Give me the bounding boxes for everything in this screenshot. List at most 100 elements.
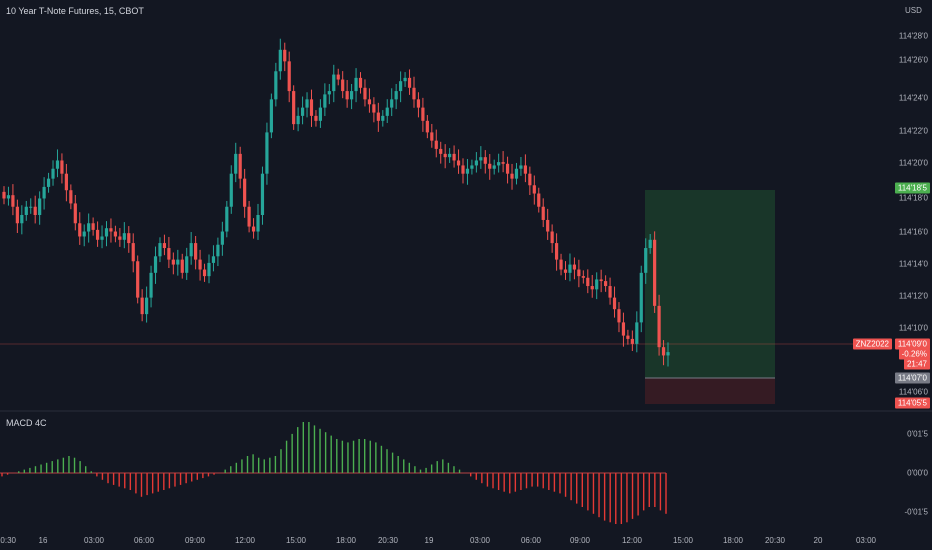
time-axis-label: 03:00 [83, 536, 105, 545]
candle-body [572, 264, 577, 270]
time-axis-label: 03:00 [855, 536, 877, 545]
candle-body [497, 162, 501, 166]
candle-body [20, 215, 24, 224]
candle-body [309, 99, 314, 116]
candle-body [456, 160, 461, 166]
candle-body [510, 173, 514, 179]
time-axis-label: 20:30 [764, 536, 786, 545]
macd-axis-label: -0'01'5 [904, 507, 928, 517]
price-axis-label: 114'12'0 [898, 291, 928, 301]
candle-body [2, 191, 6, 199]
candle-body [162, 243, 167, 249]
candle-body [425, 120, 429, 133]
candle-body [523, 165, 527, 174]
candle-body [314, 115, 318, 121]
candle-body [372, 104, 376, 113]
candle-body [666, 352, 670, 356]
candle-body [234, 153, 238, 174]
candle-body [283, 49, 287, 62]
candle-body [430, 132, 434, 141]
candle-body [617, 309, 621, 323]
candle-body [256, 215, 260, 232]
candle-body [626, 335, 630, 339]
candle-body [327, 91, 331, 95]
candle-body [113, 231, 118, 237]
macd-axis-label: 0'01'5 [907, 429, 928, 439]
price-axis-label: 114'22'0 [898, 126, 928, 136]
candle-body [131, 243, 135, 262]
candle-body [229, 173, 233, 207]
candle-body [563, 269, 568, 273]
candle-body [69, 190, 73, 204]
candle-body [238, 153, 242, 179]
candle-body [300, 107, 305, 116]
candle-body [657, 305, 661, 348]
candle-body [514, 168, 519, 179]
candle-body [367, 99, 372, 105]
candle-body [376, 112, 380, 121]
candle-body [349, 91, 354, 100]
candle-body [341, 79, 345, 92]
candle-body [220, 231, 224, 245]
candle-body [118, 236, 122, 240]
time-axis-label: 12:00 [621, 536, 643, 545]
candle-body [448, 153, 452, 158]
macd-axis-label: 0'00'0 [907, 468, 928, 478]
candle-body [479, 157, 483, 161]
candle-body [11, 195, 15, 207]
candle-body [604, 281, 608, 287]
candle-body [323, 94, 327, 108]
time-axis-label: 18:00 [335, 536, 357, 545]
candle-body [648, 239, 652, 249]
time-axis-label: 19 [424, 536, 434, 545]
price-axis-label: 114'28'0 [898, 31, 928, 41]
candle-body [537, 193, 541, 207]
candle-body [577, 269, 581, 277]
time-axis-label: 03:00 [469, 536, 491, 545]
candle-body [443, 153, 447, 158]
candle-body [608, 286, 612, 298]
candle-body [127, 233, 131, 244]
candle-body [644, 248, 648, 273]
macd-indicator-label[interactable]: MACD 4C [6, 418, 47, 428]
candle-body [465, 168, 470, 174]
candle-body [260, 173, 265, 215]
candle-body [653, 239, 657, 306]
candle-body [64, 173, 68, 191]
candle-body [73, 203, 77, 224]
candle-body [149, 272, 153, 298]
price-axis-label: 114'06'0 [898, 387, 928, 397]
candle-body [399, 81, 403, 92]
time-axis-label: 18:00 [722, 536, 744, 545]
candle-body [109, 228, 113, 232]
time-axis-label: 15:00 [285, 536, 307, 545]
price-axis-label: 114'20'0 [898, 158, 928, 168]
candle-body [452, 153, 456, 161]
candle-body [528, 173, 532, 186]
candle-body [568, 264, 572, 273]
candle-body [621, 322, 626, 336]
candle-body [207, 262, 211, 277]
candle-body [243, 178, 247, 207]
candle-body [296, 115, 300, 125]
candle-body [394, 91, 398, 100]
candle-body [29, 206, 33, 208]
candle-body [363, 87, 367, 100]
candle-body [122, 233, 126, 240]
candle-body [483, 157, 487, 164]
currency-label: USD [905, 6, 922, 15]
price-axis-label: 114'24'0 [898, 93, 928, 103]
time-axis-label: 12:00 [234, 536, 256, 545]
candle-body [95, 229, 100, 240]
candle-body [24, 206, 28, 215]
candle-body [38, 198, 42, 215]
candle-body [211, 256, 216, 263]
candle-body [60, 160, 64, 174]
time-axis-label: 15:00 [672, 536, 694, 545]
candle-body [381, 115, 385, 121]
time-axis-label: 06:00 [133, 536, 155, 545]
candle-body [87, 223, 91, 232]
last-price-tag: 114'09'0 [894, 338, 930, 350]
